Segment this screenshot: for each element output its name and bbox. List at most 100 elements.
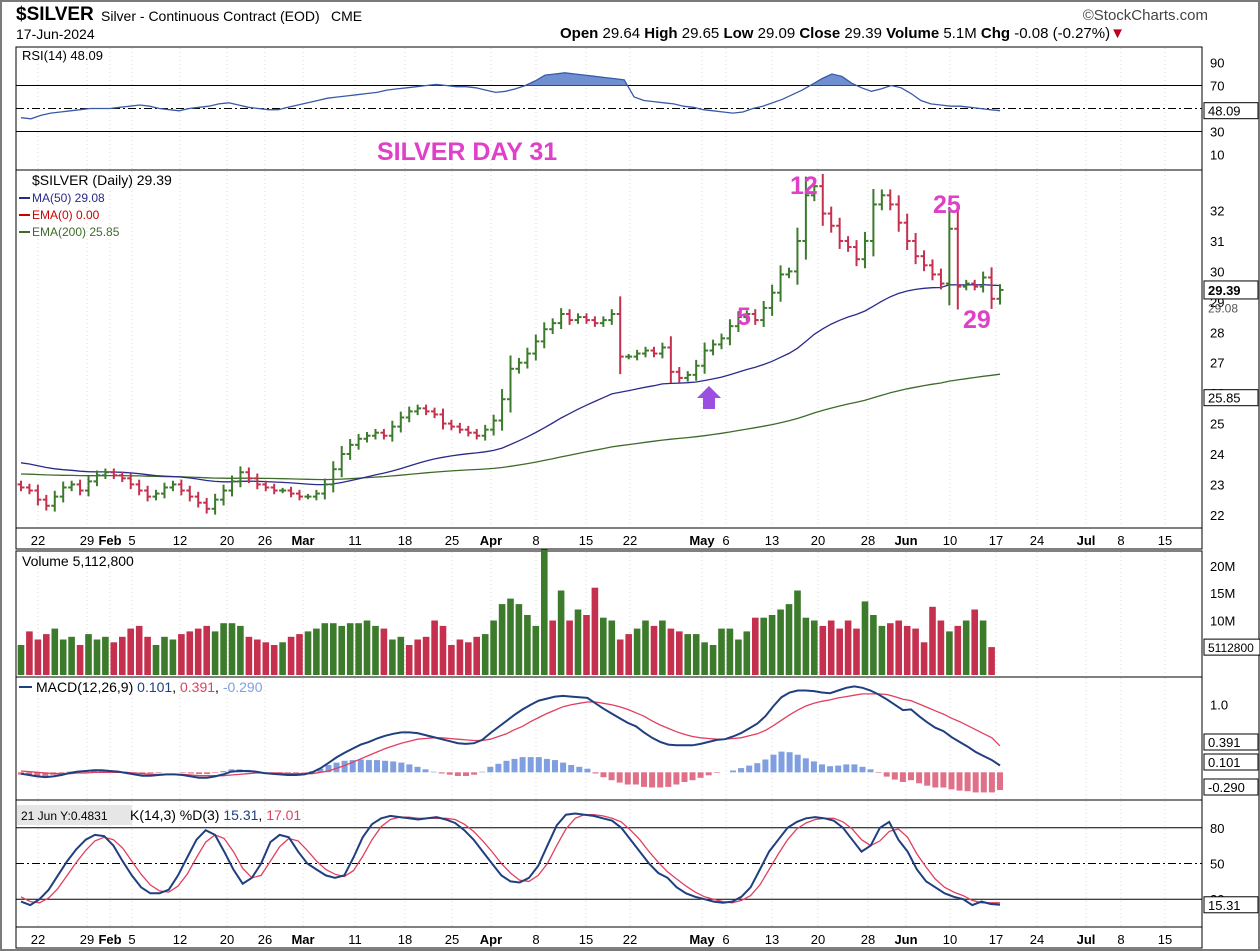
volume-bar xyxy=(363,620,371,675)
low-label: Low xyxy=(723,25,754,42)
volume-bar xyxy=(946,631,953,675)
price-bar xyxy=(203,497,211,514)
price-bar xyxy=(481,424,489,441)
macd-histogram-bar xyxy=(204,772,211,775)
macd-histogram-bar xyxy=(632,772,639,785)
price-bar xyxy=(768,284,776,316)
x-axis-bottom-tick-label: 26 xyxy=(258,932,272,947)
close-last-value: 29.39 xyxy=(1208,283,1241,298)
macd-histogram-bar xyxy=(875,772,882,773)
volume-bar xyxy=(59,639,67,675)
volume-bar xyxy=(878,625,886,675)
x-axis-bottom-tick-label: Apr xyxy=(480,932,502,947)
volume-bar xyxy=(51,628,59,675)
price-bar xyxy=(658,342,666,359)
macd-histogram-bar xyxy=(58,772,65,774)
price-bar xyxy=(827,206,835,233)
macd-histogram-bar xyxy=(738,768,745,773)
x-axis-tick-label: 22 xyxy=(623,533,637,548)
macd-histogram-bar xyxy=(600,772,607,778)
volume-bar xyxy=(76,645,84,675)
x-axis-bottom-tick-label: 22 xyxy=(31,932,45,947)
macd-histogram-bar xyxy=(365,760,372,773)
price-bar xyxy=(42,494,50,511)
macd-histogram-bar xyxy=(26,772,33,776)
open-value: 29.64 xyxy=(602,25,641,42)
x-axis-tick-label: 20 xyxy=(811,533,825,548)
volume-bar xyxy=(929,606,936,675)
macd-histogram-bar xyxy=(916,772,923,784)
x-axis-bottom-tick-label: 8 xyxy=(532,932,539,947)
price-bar xyxy=(667,336,675,384)
volume-tick-label: 15M xyxy=(1210,586,1235,601)
volume-bar xyxy=(321,623,329,675)
x-axis-tick-label: 13 xyxy=(765,533,779,548)
price-tick-label: 22 xyxy=(1210,508,1224,523)
x-axis-bottom-tick-label: Jul xyxy=(1077,932,1096,947)
price-bar xyxy=(777,265,785,302)
macd-histogram-bar xyxy=(649,772,656,788)
x-axis-bottom-tick-label: 10 xyxy=(943,932,957,947)
rsi-tick-label: 30 xyxy=(1210,125,1224,140)
volume-bar xyxy=(625,634,632,675)
close-label: Close xyxy=(799,25,841,42)
price-bar xyxy=(751,309,759,325)
volume-bar xyxy=(616,639,624,675)
macd-histogram-bar xyxy=(665,772,672,787)
volume-label: Volume xyxy=(886,25,940,42)
price-bar xyxy=(296,489,304,501)
volume-bar xyxy=(355,623,362,675)
macd-histogram-bar xyxy=(964,772,971,792)
x-axis-bottom-tick-label: 29 xyxy=(80,932,94,947)
x-axis-bottom-tick-label: 18 xyxy=(398,932,412,947)
rsi-last-box xyxy=(1203,102,1259,120)
price-tick-label: 27 xyxy=(1210,356,1224,371)
x-axis-tick-label: 8 xyxy=(1117,533,1124,548)
volume-bar xyxy=(920,642,928,675)
price-bar xyxy=(34,484,42,506)
x-axis-tick-label: 24 xyxy=(1030,533,1044,548)
volume-bar xyxy=(844,620,852,675)
macd-histogram-bar xyxy=(762,759,769,773)
price-tick-label: 31 xyxy=(1210,234,1224,249)
price-bar xyxy=(574,313,582,324)
x-axis-bottom-tick-label: 8 xyxy=(1117,932,1124,947)
macd-histogram-bar xyxy=(560,762,567,773)
volume-bar xyxy=(85,634,92,675)
macd-histogram-bar xyxy=(357,759,364,773)
ohlc-readout: Open 29.64 High 29.65 Low 29.09 Close 29… xyxy=(560,25,1125,42)
volume-legend: Volume 5,112,800 xyxy=(22,553,134,569)
volume-bar xyxy=(161,636,168,675)
price-bar xyxy=(279,487,287,494)
price-bar xyxy=(388,420,396,442)
x-axis-bottom-tick-label: May xyxy=(689,932,715,947)
macd-histogram-bar xyxy=(948,772,955,790)
macd-histogram-bar xyxy=(527,757,534,773)
volume-bar xyxy=(811,620,818,675)
price-bar xyxy=(903,213,911,251)
volume-bar xyxy=(802,617,810,675)
volume-bar xyxy=(405,645,413,675)
macd-histogram-bar xyxy=(697,772,704,778)
macd-histogram-bar xyxy=(908,772,914,781)
price-bar xyxy=(135,479,143,496)
macd-legend: MACD(12,26,9) 0.101, 0.391, -0.290 xyxy=(36,679,263,695)
price-bar xyxy=(490,414,498,436)
x-axis-bottom-tick-label: Jun xyxy=(894,932,917,947)
price-tick-label: 23 xyxy=(1210,477,1224,492)
macd-histogram-bar xyxy=(414,766,421,773)
macd-hist-last-box xyxy=(1203,778,1259,796)
price-bar xyxy=(717,333,725,350)
ma50-line xyxy=(20,283,1001,486)
price-bar xyxy=(523,347,531,369)
volume-bar xyxy=(330,623,337,675)
volume-bar xyxy=(110,642,118,675)
price-bar xyxy=(507,355,514,413)
volume-bar xyxy=(245,636,253,675)
price-bar xyxy=(25,483,33,495)
macd-histogram-bar xyxy=(42,772,49,776)
macd-legend-part: 0.101 xyxy=(137,679,172,695)
macd-histogram-bar xyxy=(794,754,801,773)
price-bar xyxy=(810,180,818,202)
high-label: High xyxy=(644,25,678,42)
